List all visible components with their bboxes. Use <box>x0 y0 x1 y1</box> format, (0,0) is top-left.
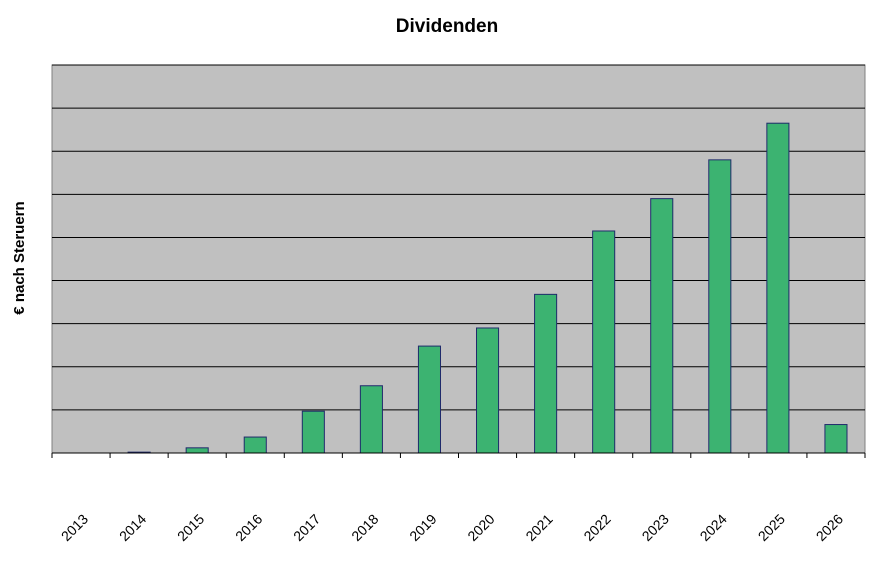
gridlines <box>52 64 865 411</box>
x-tick-label: 2024 <box>697 511 730 544</box>
bar-2015 <box>185 447 209 454</box>
x-tick-label: 2025 <box>755 511 788 544</box>
chart-title: Dividenden <box>396 16 498 37</box>
bar-2023 <box>650 198 674 454</box>
x-tick-label: 2020 <box>464 511 497 544</box>
x-tick-label: 2014 <box>116 511 149 544</box>
x-tick-labels: 2013 2014 2015 2016 2017 2018 2019 2020 2021 2022… <box>58 511 846 544</box>
x-tick-label: 2022 <box>580 511 613 544</box>
bar-2018 <box>359 385 383 454</box>
bar-2025 <box>766 122 790 454</box>
x-tick-label: 2015 <box>174 511 207 544</box>
y-axis-label: € nach Steruern <box>11 201 28 314</box>
bar-2016 <box>243 436 267 454</box>
x-tick-label: 2017 <box>290 511 323 544</box>
bar-2017 <box>301 410 325 454</box>
x-tick-label: 2018 <box>348 511 381 544</box>
x-tick-label: 2026 <box>813 511 846 544</box>
bar-2021 <box>534 293 558 454</box>
x-tick-label: 2013 <box>58 511 91 544</box>
bar-2024 <box>708 159 732 454</box>
x-tick-label: 2021 <box>522 511 555 544</box>
bars <box>127 122 848 454</box>
x-tick-label: 2023 <box>639 511 672 544</box>
plot-area <box>51 64 866 454</box>
x-axis <box>51 452 866 458</box>
bar-2020 <box>476 327 500 454</box>
x-tick-label: 2019 <box>406 511 439 544</box>
bar-2019 <box>417 345 441 454</box>
bar-2022 <box>592 230 616 454</box>
bar-2026 <box>824 424 848 454</box>
x-tick-label: 2016 <box>232 511 265 544</box>
